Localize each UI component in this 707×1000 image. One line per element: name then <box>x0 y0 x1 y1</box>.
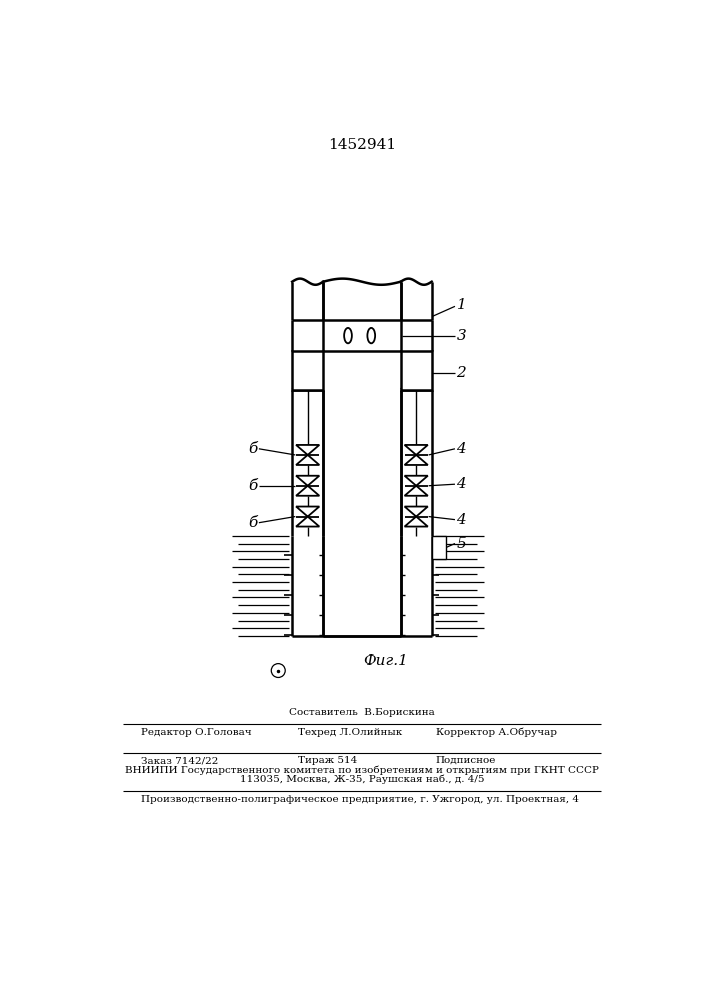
Text: Тираж 514: Тираж 514 <box>298 756 357 765</box>
Polygon shape <box>404 445 428 455</box>
Ellipse shape <box>368 328 375 343</box>
Polygon shape <box>296 476 320 486</box>
Text: б: б <box>248 479 257 493</box>
Polygon shape <box>404 455 428 465</box>
Text: 3: 3 <box>457 329 466 343</box>
Text: 4: 4 <box>457 477 466 491</box>
Text: 1452941: 1452941 <box>328 138 396 152</box>
Text: 4: 4 <box>457 513 466 527</box>
Text: Составитель  В.Борискина: Составитель В.Борискина <box>289 708 435 717</box>
Text: б: б <box>248 442 257 456</box>
Polygon shape <box>404 476 428 486</box>
Polygon shape <box>404 517 428 527</box>
Text: 5: 5 <box>457 536 466 550</box>
Polygon shape <box>296 455 320 465</box>
Ellipse shape <box>344 328 352 343</box>
Text: 2: 2 <box>457 366 466 380</box>
Polygon shape <box>296 445 320 455</box>
Polygon shape <box>404 507 428 517</box>
Text: 4: 4 <box>457 442 466 456</box>
Polygon shape <box>296 486 320 496</box>
Text: ВНИИПИ Государственного комитета по изобретениям и открытиям при ГКНТ СССР: ВНИИПИ Государственного комитета по изоб… <box>125 765 599 775</box>
Polygon shape <box>296 507 320 517</box>
Text: б: б <box>248 516 257 530</box>
Bar <box>432 536 445 559</box>
Text: 1: 1 <box>457 298 466 312</box>
Text: Корректор А.Обручар: Корректор А.Обручар <box>436 728 556 737</box>
Bar <box>401 351 432 389</box>
Bar <box>292 351 323 389</box>
Text: Фиг.1: Фиг.1 <box>363 654 408 668</box>
Bar <box>323 320 401 351</box>
Text: Техред Л.Олийнык: Техред Л.Олийнык <box>298 728 402 737</box>
Text: Производственно-полиграфическое предприятие, г. Ужгород, ул. Проектная, 4: Производственно-полиграфическое предприя… <box>141 795 579 804</box>
Text: Редактор О.Головач: Редактор О.Головач <box>141 728 252 737</box>
Polygon shape <box>296 517 320 527</box>
Text: Подписное: Подписное <box>436 756 496 765</box>
Text: 113035, Москва, Ж-35, Раушская наб., д. 4/5: 113035, Москва, Ж-35, Раушская наб., д. … <box>240 774 484 784</box>
Polygon shape <box>404 486 428 496</box>
Text: Заказ 7142/22: Заказ 7142/22 <box>141 756 218 765</box>
